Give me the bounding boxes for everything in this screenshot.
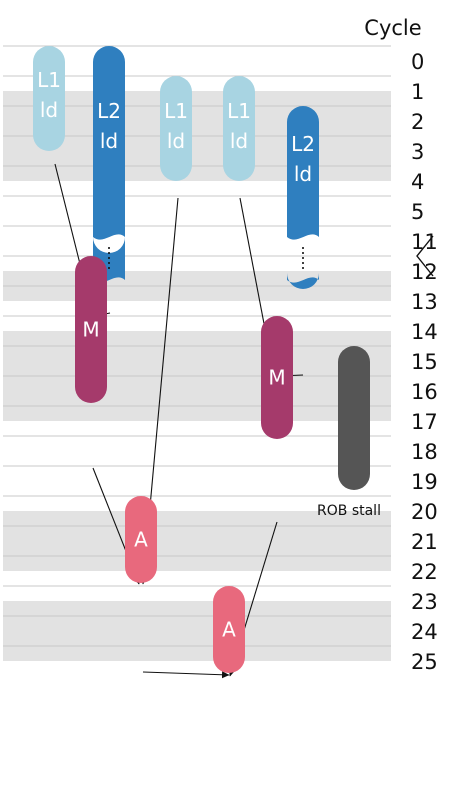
l2-ld-a-block: L2 ld <box>93 46 125 283</box>
cycle-label: 13 <box>411 290 438 314</box>
l1-ld-c-label: L1 <box>227 99 251 123</box>
l2-ld-b-block: L2 ld <box>287 106 319 289</box>
rob-stall-label: ROB stall <box>317 503 381 519</box>
add-b-block: A <box>213 586 245 673</box>
add-a-block: A <box>125 496 157 583</box>
add-b-label: A <box>222 618 236 642</box>
cycle-label: 18 <box>411 440 438 464</box>
cycle-label: 5 <box>411 200 424 224</box>
add-a-shape <box>125 496 157 583</box>
l1-ld-a-label: ld <box>40 98 58 122</box>
mul-b-label: M <box>268 366 285 390</box>
l1-ld-b-label: ld <box>167 129 185 153</box>
shaded-band <box>3 601 391 661</box>
l1-ld-c-block: L1 ld <box>223 76 255 181</box>
l1-ld-c-shape <box>223 76 255 181</box>
cycle-label: 11 <box>411 230 438 254</box>
cycle-axis-title: Cycle <box>364 16 421 40</box>
cycle-label: 17 <box>411 410 438 434</box>
l1-ld-b-block: L1 ld <box>160 76 192 181</box>
cycle-label: 22 <box>411 560 438 584</box>
l1-ld-a-shape <box>33 46 65 151</box>
cycle-label: 16 <box>411 380 438 404</box>
mul-a-block: M <box>75 256 107 403</box>
rob-stall-block: ROB stall <box>317 346 381 519</box>
mul-b-block: M <box>261 316 293 439</box>
l2-ld-a-label: L2 <box>97 99 121 123</box>
mul-b-shape <box>261 316 293 439</box>
rob-stall-shape <box>338 346 370 490</box>
l2-ld-b-upper-segment <box>287 106 319 240</box>
cycle-label: 24 <box>411 620 438 644</box>
l2-ld-a-upper-segment <box>93 46 125 240</box>
cycle-label: 20 <box>411 500 438 524</box>
add-b-shape <box>213 586 245 673</box>
cycle-label: 23 <box>411 590 438 614</box>
cycle-label: 21 <box>411 530 438 554</box>
l1-ld-a-block: L1 ld <box>33 46 65 151</box>
cycle-skip-chevron-icon <box>416 235 434 277</box>
cycle-label: 4 <box>411 170 424 194</box>
l2-ld-b-label: ld <box>294 162 312 186</box>
cycle-label: 2 <box>411 110 424 134</box>
l1-ld-a-label: L1 <box>37 68 61 92</box>
shaded-band <box>3 511 391 571</box>
cycle-gridlines <box>3 45 391 647</box>
cycle-label: 1 <box>411 80 424 104</box>
mul-a-label: M <box>82 318 99 342</box>
l2-ld-a-label: ld <box>100 129 118 153</box>
cycle-axis: Cycle 0123451112131415161718192021222324… <box>364 16 437 674</box>
l2-ld-b-lower-segment <box>287 273 319 289</box>
cycle-label: 19 <box>411 470 438 494</box>
l1-ld-b-label: L1 <box>164 99 188 123</box>
l2-ld-b-label: L2 <box>291 132 315 156</box>
cycle-label: 0 <box>411 50 424 74</box>
cycle-label: 12 <box>411 260 438 284</box>
l1-ld-c-label: ld <box>230 129 248 153</box>
cycle-label: 25 <box>411 650 438 674</box>
l1-ld-b-shape <box>160 76 192 181</box>
add-a-label: A <box>134 528 148 552</box>
instruction-blocks: L1 ld L2 ld L1 ld L1 ld L2 ld M M ROB stall A A <box>33 46 381 673</box>
cycle-label: 14 <box>411 320 438 344</box>
mul-a-shape <box>75 256 107 403</box>
cycle-label: 3 <box>411 140 424 164</box>
cycle-label: 15 <box>411 350 438 374</box>
dependency-arrow <box>142 671 230 679</box>
